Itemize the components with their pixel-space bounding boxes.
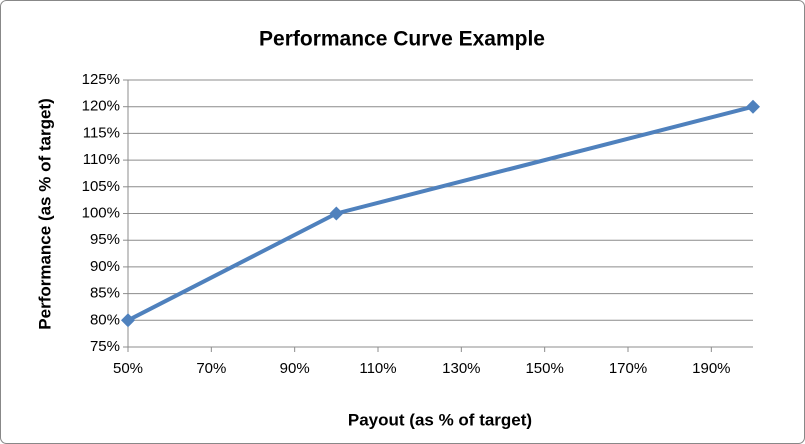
y-tick-label: 90% — [90, 258, 120, 275]
y-tick-label: 95% — [90, 231, 120, 248]
x-tick-label: 130% — [442, 360, 480, 377]
marker — [746, 99, 760, 114]
y-tick-label: 120% — [82, 98, 120, 115]
y-tick-label: 115% — [83, 124, 120, 141]
y-tick-label: 85% — [90, 285, 120, 302]
x-tick-label: 110% — [359, 360, 396, 377]
y-tick-label: 100% — [82, 204, 120, 221]
x-tick-label: 90% — [280, 360, 310, 377]
x-tick-label: 190% — [692, 360, 730, 377]
marker — [329, 206, 344, 221]
x-axis-title: Payout (as % of target) — [348, 410, 532, 429]
y-axis-title: Performance (as % of target) — [35, 98, 54, 329]
y-tick-label: 110% — [83, 151, 120, 168]
y-tick-label: 125% — [82, 71, 120, 88]
x-tick-label: 50% — [113, 360, 143, 377]
chart-title: Performance Curve Example — [259, 28, 545, 51]
y-tick-label: 75% — [90, 338, 120, 355]
x-tick-label: 150% — [525, 360, 563, 377]
x-tick-label: 70% — [196, 360, 226, 377]
marker — [121, 313, 135, 328]
y-tick-label: 80% — [90, 311, 120, 328]
y-tick-label: 105% — [82, 178, 120, 195]
x-tick-label: 170% — [609, 360, 647, 377]
